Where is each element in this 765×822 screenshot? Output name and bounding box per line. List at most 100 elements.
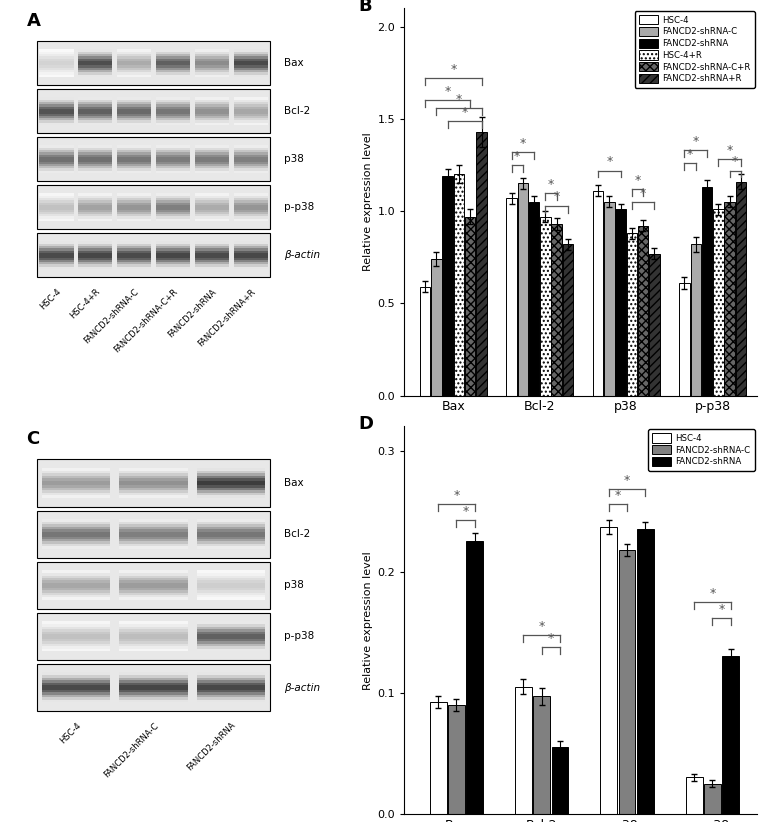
Bar [156,111,190,113]
Bar [42,529,110,532]
Bar [78,58,112,61]
Text: HSC-4: HSC-4 [38,287,63,312]
Bar [233,257,268,260]
Bar [78,257,112,260]
Bar [197,573,265,575]
Bar [37,41,270,85]
Bar [233,104,268,107]
Bar [40,67,73,70]
Bar [117,246,151,248]
Bar [119,624,187,626]
Bar [37,185,270,229]
Bar [40,157,73,159]
Bar [195,216,229,219]
Bar [117,243,151,246]
Bar [195,248,229,251]
Bar [195,104,229,107]
Bar [42,636,110,639]
Bar [78,111,112,113]
Bar [119,526,187,529]
Bar [40,257,73,260]
Bar [42,546,110,549]
Bar [42,573,110,575]
Bar [42,485,110,488]
Bar [42,592,110,595]
Bar [197,621,265,624]
Text: *: * [548,178,554,191]
Bar [117,61,151,63]
Bar [156,260,190,262]
Bar [195,261,229,265]
Bar [117,170,151,173]
Text: *: * [634,174,640,187]
Bar [78,150,112,152]
Bar [197,575,265,578]
Bar [195,113,229,116]
Bar [40,113,73,116]
Bar [119,541,187,544]
Bar [78,255,112,257]
Bar [563,244,573,395]
Bar [117,200,151,203]
Bar [119,585,187,588]
Text: Bcl-2: Bcl-2 [285,106,311,116]
Bar [197,588,265,590]
Bar [117,113,151,116]
Bar [119,470,187,473]
Bar [117,168,151,171]
Bar [197,475,265,478]
Bar [117,261,151,265]
Bar [233,202,268,205]
Bar [195,260,229,262]
Bar [649,253,659,395]
Bar [156,205,190,207]
Bar [117,99,151,102]
Bar [233,58,268,61]
Bar [197,597,265,600]
Bar [156,243,190,246]
Bar [78,196,112,198]
Bar [40,53,73,57]
Text: HSC-4: HSC-4 [57,721,83,746]
Bar [42,583,110,585]
Bar [197,687,265,690]
Bar [78,161,112,164]
Bar [197,624,265,626]
Bar [233,106,268,109]
Bar [156,49,190,52]
Bar [40,266,73,269]
Bar [42,639,110,641]
Bar [119,589,187,593]
Bar [117,102,151,104]
Bar [197,526,265,529]
Bar [195,53,229,57]
Bar [117,214,151,216]
Bar [40,216,73,219]
Bar [552,224,562,395]
Bar [119,634,187,636]
Bar [466,542,483,814]
Bar [40,251,73,253]
Bar [156,150,190,152]
Bar [195,264,229,266]
Bar [156,266,190,269]
Bar [233,209,268,212]
Bar [40,261,73,265]
Bar [40,61,73,63]
Bar [119,473,187,476]
Bar [448,704,465,814]
Bar [156,166,190,169]
Bar [197,478,265,481]
Bar [42,644,110,646]
Bar [195,65,229,67]
Bar [233,157,268,159]
Text: *: * [687,148,693,161]
Bar [713,210,724,395]
Bar [42,649,110,651]
Bar [197,536,265,539]
Bar [195,243,229,246]
Bar [40,52,73,54]
Bar [195,205,229,207]
Bar [156,264,190,266]
Bar [117,202,151,205]
